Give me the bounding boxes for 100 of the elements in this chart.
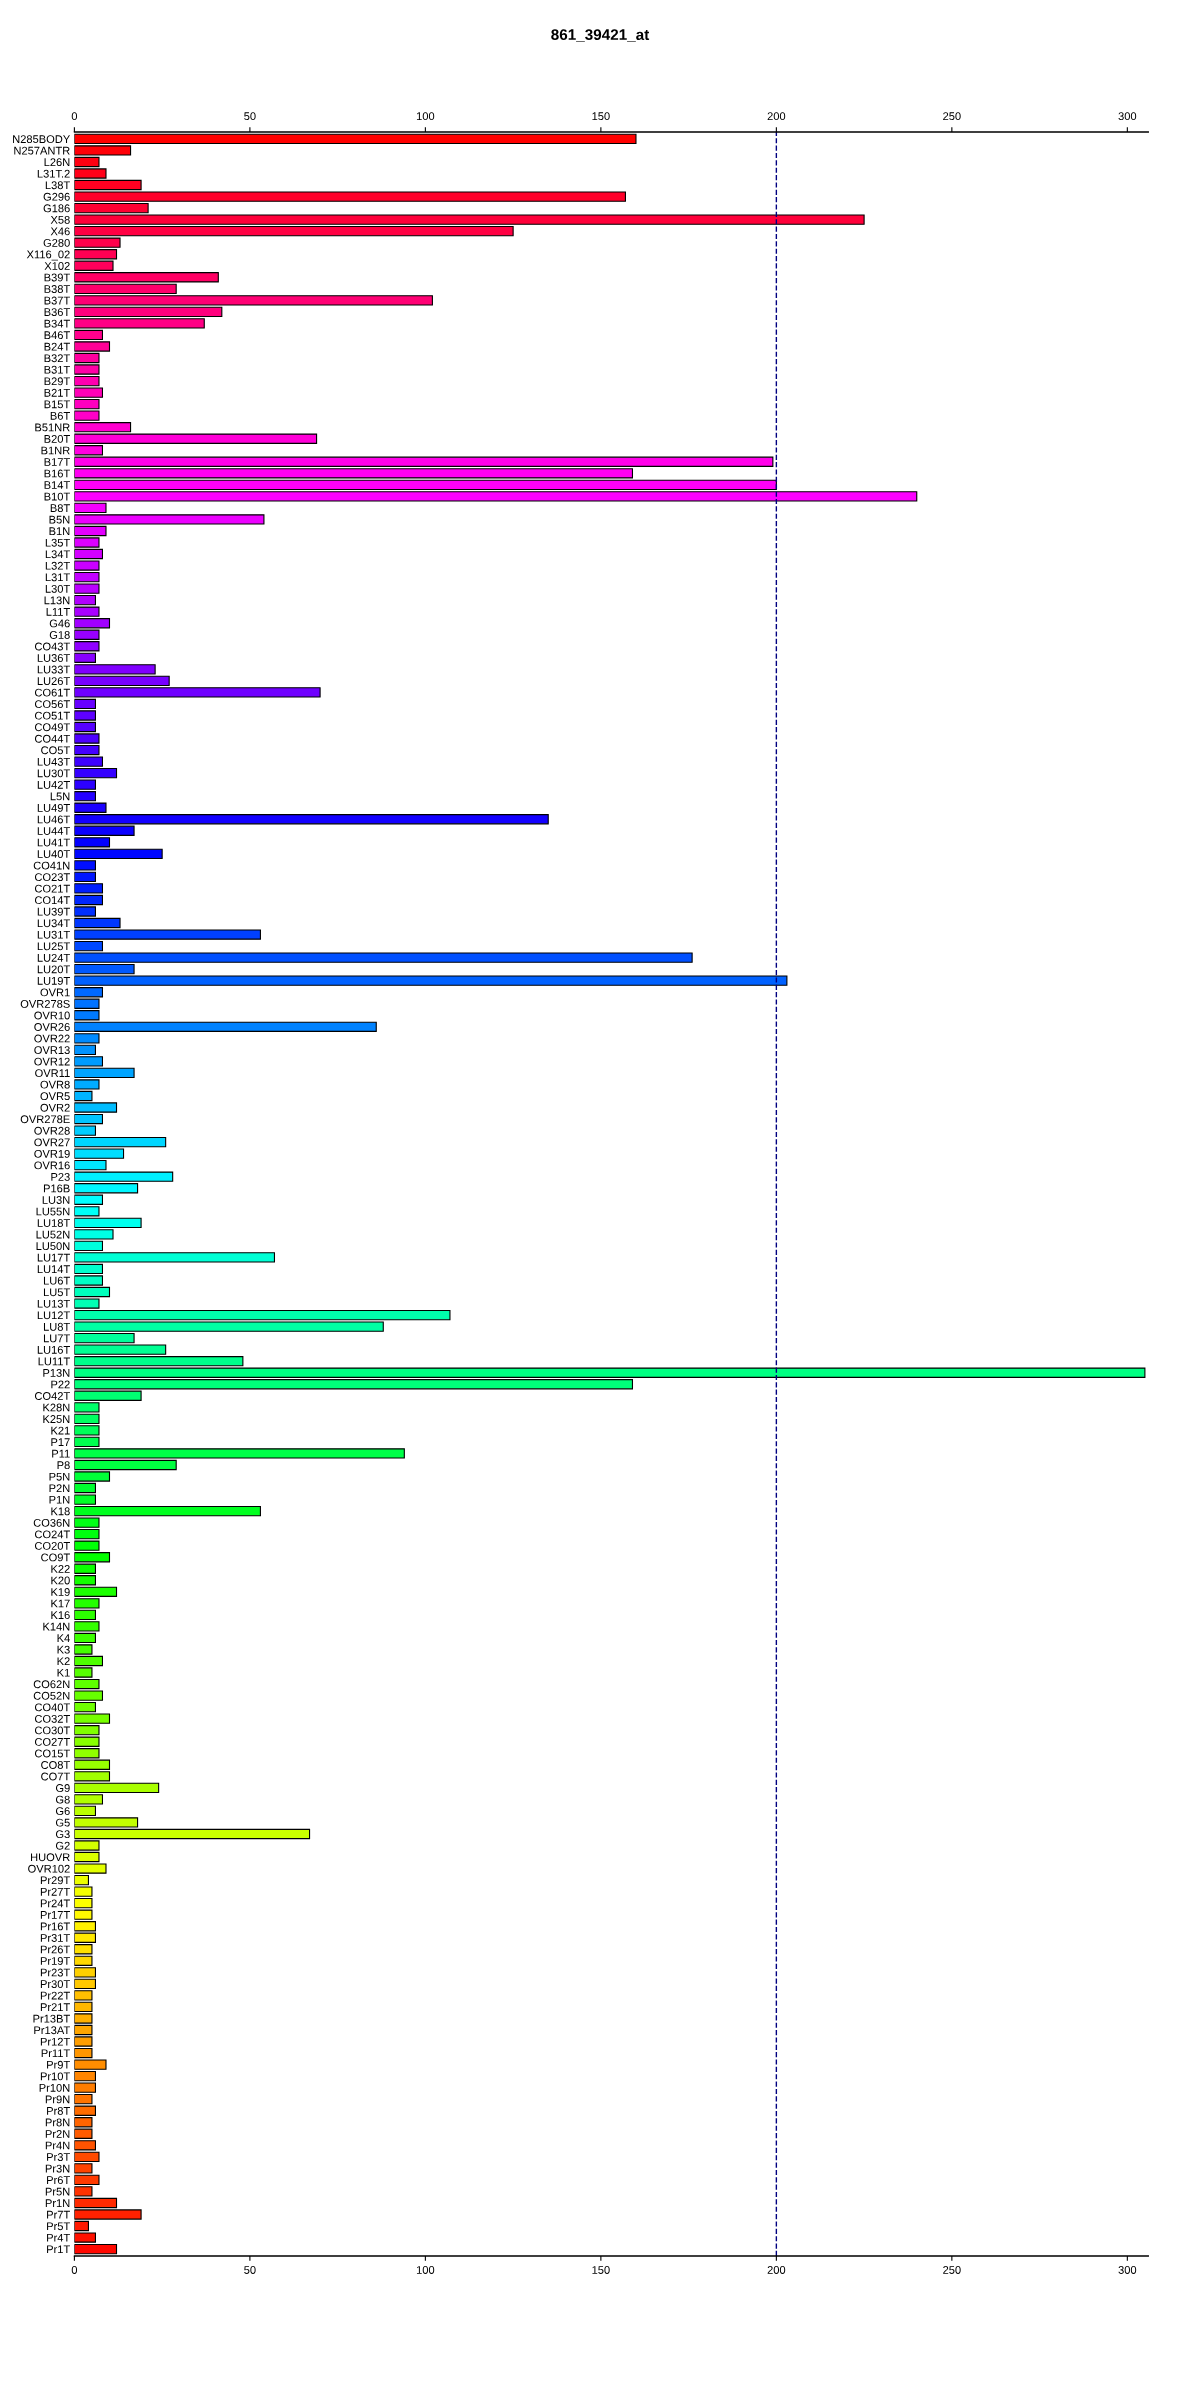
x2-tick-label: 300 bbox=[1118, 112, 1137, 121]
y-tick-label: Pr3T bbox=[47, 2153, 70, 2161]
y-tick-label: K4 bbox=[57, 1634, 70, 1642]
y-tick-label: B32T bbox=[44, 354, 70, 363]
y-tick-label: CO7T bbox=[41, 1772, 70, 1781]
y-tick-label: G3 bbox=[55, 1830, 70, 1839]
x-tick-label: 200 bbox=[767, 2266, 786, 2274]
y-tick-label: LU42T bbox=[37, 780, 70, 789]
y-tick-label: P23 bbox=[51, 1172, 70, 1181]
y-tick-label: LU12T bbox=[37, 1311, 70, 1320]
y-tick-label: CO56T bbox=[34, 700, 70, 709]
y-tick-label: Pr3N bbox=[45, 2164, 70, 2173]
y-tick-label: OVR278E bbox=[20, 1115, 70, 1124]
y-tick-label: Pr5N bbox=[45, 2187, 70, 2196]
y-tick-label: X58 bbox=[50, 215, 70, 224]
y-tick-label: CO43T bbox=[34, 642, 70, 651]
y-tick-label: OVR2 bbox=[40, 1103, 70, 1112]
y-tick-label: K17 bbox=[51, 1599, 70, 1608]
y-tick-label: B36T bbox=[44, 308, 70, 317]
y-tick-label: Pr9N bbox=[45, 2095, 70, 2104]
y-tick-label: OVR12 bbox=[34, 1057, 70, 1066]
y-tick-label: LU31T bbox=[37, 930, 70, 939]
y-tick-label: Pr10N bbox=[39, 2083, 70, 2092]
y-tick-label: P5N bbox=[49, 1472, 70, 1481]
y-tick-label: LU50N bbox=[36, 1242, 70, 1251]
y-tick-label: B14T bbox=[44, 481, 70, 489]
y-tick-label: CO32T bbox=[34, 1714, 70, 1723]
y-tick-label: OVR8 bbox=[40, 1080, 70, 1089]
y-tick-label: L31T bbox=[45, 573, 70, 582]
y-tick-label: K18 bbox=[51, 1507, 70, 1516]
y-tick-label: B39T bbox=[44, 273, 70, 282]
y-tick-label: L26N bbox=[44, 158, 70, 167]
y-tick-label: LU7T bbox=[43, 1334, 70, 1343]
y-tick-label: LU52N bbox=[36, 1230, 70, 1239]
y-tick-label: Pr30T bbox=[40, 1980, 70, 1989]
y-tick-label: B38T bbox=[44, 285, 70, 293]
y-tick-label: L34T bbox=[45, 550, 70, 559]
y-tick-label: LU6T bbox=[43, 1276, 70, 1285]
y-tick-label: G186 bbox=[43, 204, 70, 213]
y-tick-label: LU33T bbox=[37, 665, 70, 674]
y-tick-label: LU25T bbox=[37, 942, 70, 951]
y-tick-label: CO36N bbox=[33, 1518, 70, 1527]
y-tick-label: CO24T bbox=[34, 1530, 70, 1539]
y-tick-label: LU46T bbox=[37, 815, 70, 824]
y-tick-label: OVR27 bbox=[34, 1138, 70, 1147]
y-tick-label: LU11T bbox=[38, 1357, 70, 1366]
y-tick-label: G46 bbox=[49, 619, 70, 628]
y-tick-label: OVR102 bbox=[28, 1864, 70, 1873]
y-tick-label: G6 bbox=[55, 1807, 70, 1816]
y-tick-label: LU30T bbox=[37, 769, 70, 778]
y-tick-label: Pr1N bbox=[45, 2199, 70, 2207]
y-tick-label: LU5T bbox=[43, 1288, 70, 1297]
y-tick-label: P13N bbox=[43, 1369, 70, 1377]
y-tick-label: OVR13 bbox=[34, 1046, 70, 1054]
y-tick-label: CO41N bbox=[33, 861, 70, 870]
y-tick-label: K19 bbox=[51, 1588, 70, 1596]
y-tick-label: L31T.2 bbox=[37, 169, 70, 178]
y-tick-label: L11T bbox=[46, 608, 70, 616]
y-tick-label: Pr16T bbox=[40, 1922, 70, 1931]
y-tick-label: P8 bbox=[57, 1461, 70, 1470]
y-tick-label: G296 bbox=[43, 192, 70, 201]
y-tick-label: P16B bbox=[43, 1184, 70, 1193]
x2-tick-label: 50 bbox=[244, 112, 256, 121]
y-tick-label: B20T bbox=[44, 434, 70, 443]
y-tick-label: B21T bbox=[44, 388, 70, 397]
y-tick-label: LU36T bbox=[37, 654, 70, 662]
y-tick-label: L5N bbox=[50, 792, 70, 801]
y-tick-label: CO21T bbox=[34, 884, 70, 893]
y-tick-label: OVR278S bbox=[20, 1000, 70, 1008]
y-tick-label: Pr29T bbox=[40, 1876, 70, 1885]
y-tick-label: LU19T bbox=[37, 976, 70, 985]
y-tick-label: G2 bbox=[55, 1841, 70, 1850]
x2-tick-label: 100 bbox=[416, 112, 435, 121]
y-tick-label: LU3N bbox=[42, 1196, 70, 1204]
y-tick-label: N257ANTR bbox=[14, 146, 70, 155]
y-tick-label: OVR16 bbox=[34, 1161, 70, 1170]
y-tick-label: Pr13BT bbox=[33, 2014, 70, 2023]
y-tick-label: Pr22T bbox=[40, 1991, 70, 2000]
y-tick-label: B37T bbox=[44, 296, 70, 305]
y-tick-label: G280 bbox=[43, 238, 70, 247]
y-tick-label: CO61T bbox=[34, 688, 70, 697]
y-tick-label: Pr4N bbox=[45, 2141, 70, 2150]
y-tick-label: LU49T bbox=[37, 803, 70, 812]
y-tick-label: B6T bbox=[50, 411, 70, 420]
y-tick-label: LU16T bbox=[37, 1345, 70, 1354]
y-tick-label: CO20T bbox=[34, 1541, 70, 1550]
y-tick-label: X102 bbox=[44, 262, 70, 270]
y-tick-label: B8T bbox=[50, 504, 70, 513]
y-tick-label: L32T bbox=[45, 561, 70, 570]
y-tick-label: K3 bbox=[57, 1645, 70, 1654]
y-tick-label: Pr5T bbox=[47, 2222, 70, 2231]
chart-title: 861_39421_at bbox=[551, 29, 650, 42]
y-tick-label: OVR1 bbox=[40, 988, 70, 997]
y-tick-label: Pr26T bbox=[40, 1945, 70, 1954]
y-tick-label: LU39T bbox=[37, 907, 70, 916]
y-tick-label: B17T bbox=[44, 458, 70, 466]
y-tick-label: CO62N bbox=[33, 1680, 70, 1689]
y-tick-label: Pr7T bbox=[47, 2210, 70, 2219]
y-tick-label: LU40T bbox=[37, 850, 70, 858]
y-tick-label: OVR5 bbox=[40, 1092, 70, 1101]
